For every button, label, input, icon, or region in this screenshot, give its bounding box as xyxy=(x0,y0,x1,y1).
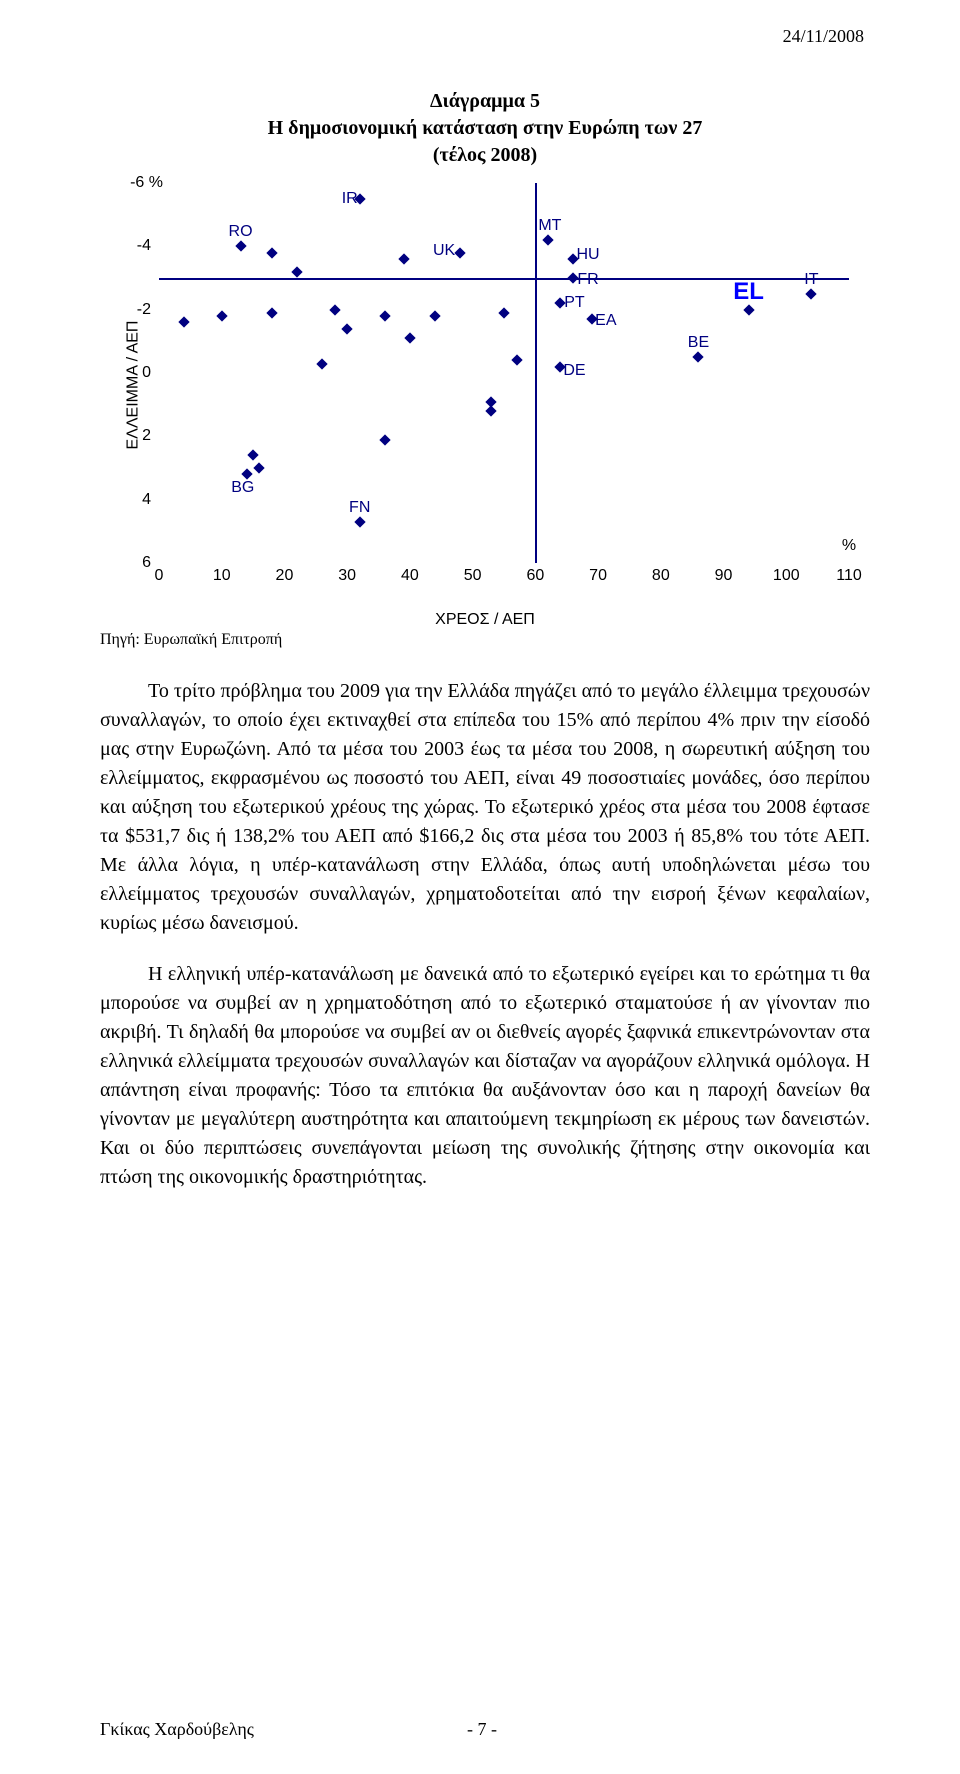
data-point xyxy=(429,310,440,321)
data-point xyxy=(247,450,258,461)
y-tick-label: 2 xyxy=(119,427,151,445)
x-axis-label: ΧΡΕΟΣ / ΑΕΠ xyxy=(435,611,535,629)
y-tick-label: -6 % xyxy=(119,174,163,192)
data-point xyxy=(693,351,704,362)
paragraph-1: Το τρίτο πρόβλημα του 2009 για την Ελλάδ… xyxy=(100,677,870,938)
y-tick-label: 6 xyxy=(119,554,151,572)
data-point xyxy=(511,355,522,366)
data-point xyxy=(379,310,390,321)
data-point xyxy=(354,516,365,527)
chart-title-line2: Η δημοσιονομική κατάσταση στην Ευρώπη τω… xyxy=(268,117,703,139)
data-point xyxy=(254,462,265,473)
data-point-label: EL xyxy=(733,278,764,306)
y-axis-line xyxy=(535,183,537,563)
y-tick-label: 0 xyxy=(119,364,151,382)
data-point xyxy=(266,307,277,318)
plot-area: -6 %-4-202460102030405060708090100110%RO… xyxy=(159,183,849,563)
data-point-label: UK xyxy=(433,242,455,260)
page-footer: Γκίκας Χαρδούβελης - 7 - xyxy=(100,1719,864,1740)
y-tick-label: -2 xyxy=(119,301,151,319)
data-point-label: BE xyxy=(688,334,709,352)
y-tick-label: -4 xyxy=(119,237,151,255)
data-point xyxy=(486,405,497,416)
data-point-label: HU xyxy=(576,246,599,264)
chart-title-line1: Διάγραμμα 5 xyxy=(430,90,540,112)
data-point xyxy=(266,247,277,258)
data-point xyxy=(329,304,340,315)
data-point-label: FR xyxy=(577,271,598,289)
data-point-label: EA xyxy=(595,312,616,330)
data-point-label: MT xyxy=(538,217,561,235)
data-point xyxy=(178,317,189,328)
data-point xyxy=(291,266,302,277)
data-point xyxy=(404,332,415,343)
chart-title: Διάγραμμα 5 Η δημοσιονομική κατάσταση στ… xyxy=(100,88,870,169)
data-point xyxy=(398,253,409,264)
y-tick-label: 4 xyxy=(119,491,151,509)
data-point-label: IT xyxy=(804,271,818,289)
data-point xyxy=(743,304,754,315)
data-point-label: RO xyxy=(229,223,253,241)
data-point-label: PT xyxy=(564,294,584,312)
page-date: 24/11/2008 xyxy=(783,26,864,47)
data-point xyxy=(806,288,817,299)
data-point-label: IR xyxy=(342,190,358,208)
data-point xyxy=(316,358,327,369)
data-point xyxy=(542,234,553,245)
data-point-label: BG xyxy=(231,479,254,497)
data-point-label: DE xyxy=(563,362,585,380)
data-point xyxy=(235,241,246,252)
footer-page-number: - 7 - xyxy=(467,1719,497,1740)
page: 24/11/2008 Διάγραμμα 5 Η δημοσιονομική κ… xyxy=(0,0,960,1774)
chart-source: Πηγή: Ευρωπαϊκή Επιτροπή xyxy=(100,631,870,649)
data-point xyxy=(216,310,227,321)
data-point xyxy=(342,323,353,334)
data-point xyxy=(379,434,390,445)
scatter-chart: ΕΛΛΕΙΜΜΑ / ΑΕΠ -6 %-4-202460102030405060… xyxy=(105,175,865,595)
data-point xyxy=(498,307,509,318)
data-point-label: FN xyxy=(349,499,370,517)
data-point xyxy=(454,247,465,258)
x-axis-unit: % xyxy=(842,537,856,555)
footer-author: Γκίκας Χαρδούβελης xyxy=(100,1719,254,1739)
chart-title-line3: (τέλος 2008) xyxy=(433,144,537,166)
data-point xyxy=(241,469,252,480)
paragraph-2: Η ελληνική υπέρ-κατανάλωση με δανεικά απ… xyxy=(100,960,870,1192)
